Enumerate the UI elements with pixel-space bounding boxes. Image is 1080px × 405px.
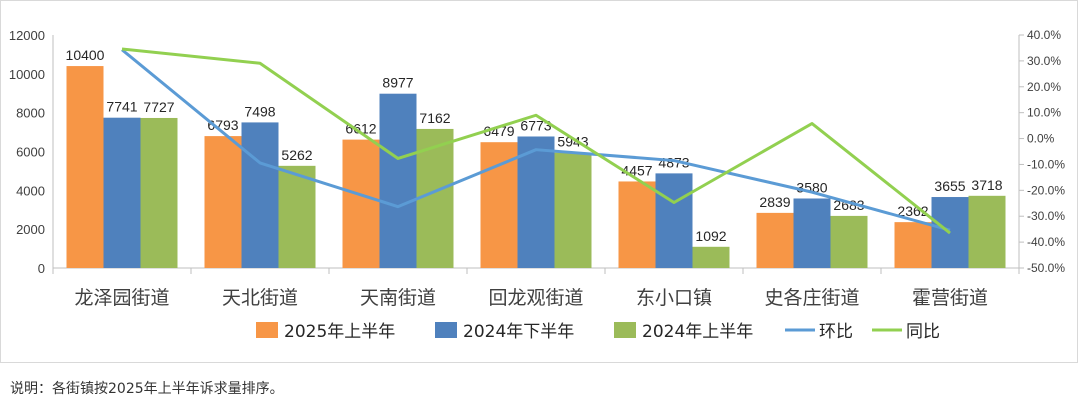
y-tick-label: 10000: [9, 67, 45, 82]
bar: [480, 142, 518, 268]
y-tick-label: 6000: [16, 145, 45, 160]
legend-swatch: [256, 322, 278, 338]
data-label: 3718: [971, 177, 1002, 193]
data-label: 6612: [345, 121, 376, 137]
data-label: 7727: [143, 99, 174, 115]
y2-tick-label: -30.0%: [1027, 209, 1065, 223]
bar: [655, 173, 693, 268]
data-label: 10400: [66, 47, 105, 63]
legend-label: 2024年下半年: [463, 322, 574, 342]
y2-tick-label: 0.0%: [1027, 132, 1055, 146]
y-tick-label: 0: [38, 261, 45, 276]
x-tick-label: 龙泽园街道: [74, 287, 169, 309]
line-series-mom: [121, 48, 951, 232]
y2-tick-label: 20.0%: [1027, 80, 1061, 94]
line-series-yoy: [121, 47, 951, 235]
data-label: 7741: [106, 99, 137, 115]
y-tick-label: 4000: [16, 183, 45, 198]
y2-tick-label: 30.0%: [1027, 54, 1061, 68]
combo-chart: 0 2000 4000 6000 8000 10000 12000 -50.0% -40.0% -…: [9, 28, 1066, 342]
bar: [618, 181, 656, 268]
data-label: 7498: [244, 103, 275, 119]
data-label: 6793: [207, 117, 238, 133]
data-label: 5262: [281, 147, 312, 163]
x-tick-label: 东小口镇: [636, 287, 712, 309]
bar: [66, 66, 104, 268]
x-tick-label: 天北街道: [222, 287, 298, 309]
y-tick-label: 8000: [16, 106, 45, 121]
legend-label: 2024年上半年: [642, 322, 753, 342]
x-tick-label: 霍营街道: [912, 287, 988, 309]
x-tick-label: 回龙观街道: [488, 287, 583, 309]
bar: [278, 165, 316, 268]
bar: [517, 136, 555, 268]
data-label: 5943: [557, 134, 588, 150]
legend-label: 同比: [906, 322, 940, 342]
legend-label: 2025年上半年: [284, 322, 395, 342]
data-label: 3655: [934, 178, 965, 194]
bar: [968, 195, 1006, 268]
y-tick-label: 12000: [9, 28, 45, 43]
data-label: 6479: [483, 123, 514, 139]
legend-swatch: [614, 322, 636, 338]
y2-tick-label: 40.0%: [1027, 28, 1061, 42]
bar: [241, 122, 279, 268]
y2-tick-label: -20.0%: [1027, 183, 1065, 197]
bar: [692, 246, 730, 268]
legend-swatch: [435, 322, 457, 338]
data-label: 8977: [382, 75, 413, 91]
bar: [379, 93, 417, 268]
bar: [756, 212, 794, 268]
x-tick-label: 史各庄街道: [764, 287, 859, 309]
bar: [140, 117, 178, 269]
y2-tick-label: -50.0%: [1027, 261, 1065, 275]
y2-tick-label: -40.0%: [1027, 235, 1065, 249]
bar: [830, 215, 868, 268]
y-tick-label: 2000: [16, 222, 45, 237]
bar: [103, 117, 141, 268]
data-label: 2839: [759, 194, 790, 210]
bar: [554, 152, 592, 268]
x-tick-label: 天南街道: [360, 287, 436, 309]
bar: [204, 136, 242, 268]
y2-tick-label: -10.0%: [1027, 157, 1065, 171]
bar: [793, 198, 831, 268]
chart-frame: 0 2000 4000 6000 8000 10000 12000 -50.0% -40.0% -…: [0, 0, 1078, 363]
y2-tick-label: 10.0%: [1027, 106, 1061, 120]
data-label: 1092: [695, 228, 726, 244]
data-label: 2362: [897, 203, 928, 219]
data-label: 4873: [658, 154, 689, 170]
bar: [894, 222, 932, 268]
data-label: 7162: [419, 110, 450, 126]
chart-footnote: 说明：各街镇按2025年上半年诉求量排序。: [10, 381, 284, 397]
legend-label: 环比: [819, 322, 853, 342]
bar: [342, 139, 380, 268]
